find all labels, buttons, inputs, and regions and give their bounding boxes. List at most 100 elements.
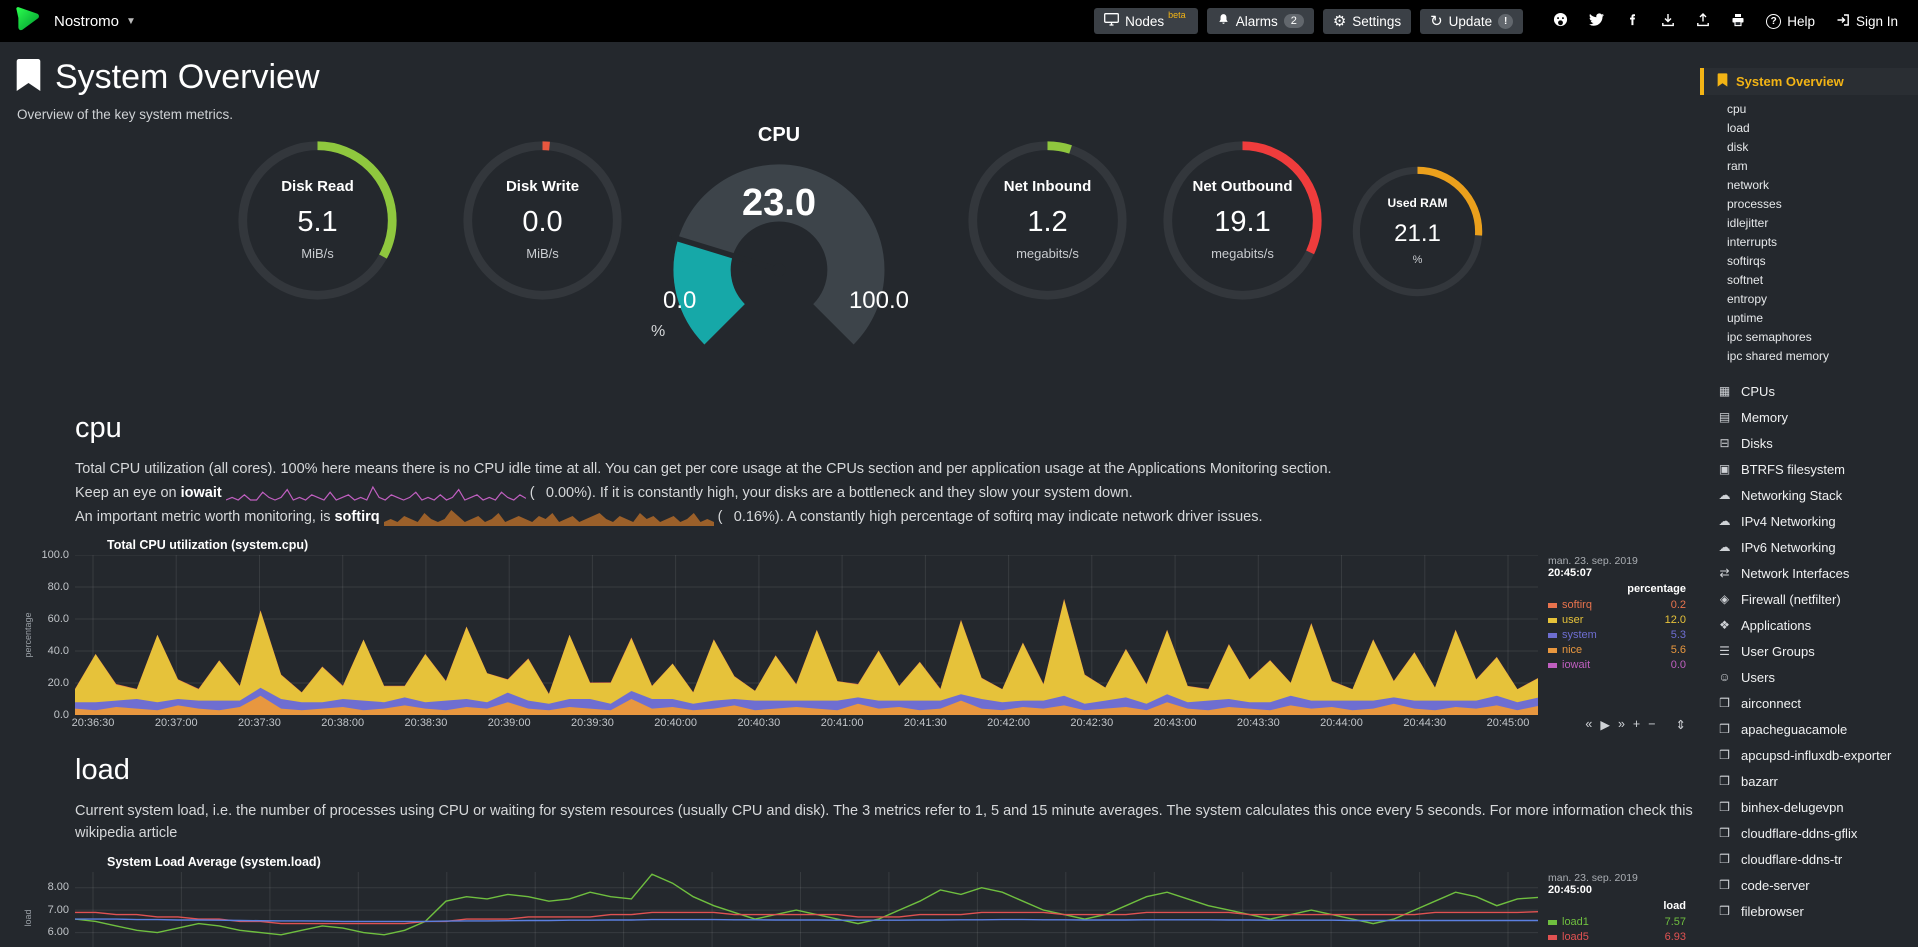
sidebar-subitem-softnet[interactable]: softnet	[1727, 273, 1764, 287]
import-button[interactable]	[1655, 9, 1681, 34]
sidebar-subitem-processes[interactable]: processes	[1727, 197, 1782, 211]
legend-series-name: load5	[1562, 930, 1589, 943]
legend-row-load5[interactable]: load5 6.93	[1548, 930, 1688, 945]
legend-row-user[interactable]: user 12.0	[1548, 613, 1688, 628]
sidebar-subitem-cpu[interactable]: cpu	[1727, 102, 1747, 116]
sidebar-item-user-groups[interactable]: ☰ User Groups	[1717, 638, 1918, 664]
github-button[interactable]	[1547, 8, 1574, 34]
help-button[interactable]: ? Help	[1760, 10, 1821, 33]
chart-pan-backward-button[interactable]: «	[1585, 717, 1593, 732]
legend-row-nice[interactable]: nice 5.6	[1548, 643, 1688, 658]
sidebar-subitem-ipc-shared-memory[interactable]: ipc shared memory	[1727, 349, 1830, 363]
sidebar-item-ipv4-networking[interactable]: ☁ IPv4 Networking	[1717, 508, 1918, 534]
sidebar-item-bazarr[interactable]: ❒ bazarr	[1717, 768, 1918, 794]
legend-row-load15[interactable]: load15 6.54	[1548, 945, 1688, 947]
sidebar-subitem-softirqs[interactable]: softirqs	[1727, 254, 1766, 268]
signin-icon	[1836, 13, 1850, 30]
sidebar-item-firewall-netfilter-[interactable]: ◈ Firewall (netfilter)	[1717, 586, 1918, 612]
legend-date: man. 23. sep. 2019	[1548, 871, 1638, 884]
gauges-row: Disk Read 5.1 MiB/s Disk Write 0.0 MiB/s…	[15, 124, 1700, 390]
x-tick-label: 20:42:00	[987, 717, 1030, 730]
sidebar-subitem-ipc-semaphores[interactable]: ipc semaphores	[1727, 330, 1812, 344]
chart-play-button[interactable]: ▶	[1600, 718, 1610, 733]
gauge-net-outbound[interactable]: Net Outbound 19.1 megabits/s	[1160, 138, 1325, 303]
sidebar-item-system-overview[interactable]: System Overview	[1700, 68, 1918, 95]
sidebar-subitem-network[interactable]: network	[1727, 178, 1770, 192]
softirq-sparkline[interactable]	[383, 507, 714, 527]
cpu-chart-title: Total CPU utilization (system.cpu)	[107, 538, 309, 553]
y-tick-label: 0.0	[53, 709, 69, 722]
sidebar-subitem-load[interactable]: load	[1727, 121, 1750, 135]
update-button[interactable]: ↻ Update !	[1420, 8, 1524, 34]
legend-row-softirq[interactable]: softirq 0.2	[1548, 598, 1688, 613]
netdata-logo[interactable]	[14, 5, 42, 38]
sidebar-item-network-interfaces[interactable]: ⇄ Network Interfaces	[1717, 560, 1918, 586]
x-tick-label: 20:40:30	[737, 717, 781, 730]
load-section-heading: load	[75, 754, 130, 787]
y-tick-label: 7.00	[47, 903, 69, 916]
softirq-description: An important metric worth monitoring, is…	[75, 507, 1700, 529]
sidebar-subitem-uptime[interactable]: uptime	[1727, 311, 1764, 325]
sidebar-item-code-server[interactable]: ❒ code-server	[1717, 872, 1918, 898]
update-alert-badge: !	[1498, 13, 1514, 29]
y-tick-label: 8.00	[47, 881, 69, 894]
box-icon: ❒	[1719, 773, 1730, 788]
legend-row-iowait[interactable]: iowait 0.0	[1548, 658, 1688, 673]
sidebar-item-memory[interactable]: ▤ Memory	[1717, 404, 1918, 430]
sidebar-subitem-idlejitter[interactable]: idlejitter	[1727, 216, 1769, 230]
load-chart-canvas[interactable]	[74, 871, 1539, 947]
sidebar-item-applications[interactable]: ❖ Applications	[1717, 612, 1918, 638]
x-tick-label: 20:39:30	[570, 717, 614, 730]
facebook-button[interactable]	[1619, 8, 1646, 34]
signin-button[interactable]: Sign In	[1830, 9, 1904, 34]
twitter-button[interactable]	[1583, 8, 1610, 34]
sidebar-subitem-interrupts[interactable]: interrupts	[1727, 235, 1778, 249]
gauge-disk-write[interactable]: Disk Write 0.0 MiB/s	[460, 138, 625, 303]
cpu-chart-canvas[interactable]	[75, 554, 1538, 716]
node-selector[interactable]: Nostromo ▼	[54, 13, 136, 30]
sidebar-subitem-ram[interactable]: ram	[1727, 159, 1748, 173]
sidebar-item-label: BTRFS filesystem	[1741, 461, 1846, 477]
sidebar-item-binhex-delugevpn[interactable]: ❒ binhex-delugevpn	[1717, 794, 1918, 820]
sidebar-subitem-disk[interactable]: disk	[1727, 140, 1749, 154]
sidebar-item-apcupsd-influxdb-exporter[interactable]: ❒ apcupsd-influxdb-exporter	[1717, 742, 1918, 768]
gauge-disk-read[interactable]: Disk Read 5.1 MiB/s	[235, 138, 400, 303]
gauge-used-ram[interactable]: Used RAM 21.1 %	[1350, 164, 1485, 299]
gauge-label: Net Outbound	[1192, 178, 1293, 195]
legend-series-value: 5.3	[1670, 629, 1686, 642]
sidebar-item-cloudflare-ddns-tr[interactable]: ❒ cloudflare-ddns-tr	[1717, 846, 1918, 872]
sidebar-item-btrfs-filesystem[interactable]: ▣ BTRFS filesystem	[1717, 456, 1918, 482]
cpu-icon: ▦	[1718, 383, 1731, 398]
gauge-net-inbound[interactable]: Net Inbound 1.2 megabits/s	[965, 138, 1130, 303]
legend-row-system[interactable]: system 5.3	[1548, 628, 1688, 643]
chart-pan-forward-button[interactable]: »	[1617, 717, 1625, 732]
nodes-button[interactable]: Nodes beta	[1094, 8, 1198, 34]
chart-zoom-out-button[interactable]: −	[1648, 717, 1656, 732]
legend-swatch	[1548, 618, 1557, 624]
sidebar-item-users[interactable]: ☺ Users	[1717, 664, 1918, 690]
chart-zoom-in-button[interactable]: +	[1632, 717, 1641, 732]
export-button[interactable]	[1690, 9, 1716, 34]
alarms-button[interactable]: Alarms 2	[1206, 8, 1314, 34]
gauge-cpu[interactable]: CPU 23.0 0.0 100.0 %	[633, 124, 925, 349]
load-chart-yticks: 5.006.007.008.00	[31, 872, 75, 947]
legend-series-name: user	[1562, 614, 1584, 627]
sidebar-item-cpus[interactable]: ▦ CPUs	[1717, 378, 1918, 404]
print-button[interactable]	[1725, 9, 1751, 34]
settings-button[interactable]: ⚙ Settings	[1322, 8, 1412, 34]
sidebar-item-cloudflare-ddns-gflix[interactable]: ❒ cloudflare-ddns-gflix	[1717, 820, 1918, 846]
help-icon: ?	[1766, 13, 1782, 29]
x-tick-label: 20:40:00	[654, 717, 698, 730]
chart-resize-handle[interactable]: ⇕	[1675, 718, 1686, 733]
sidebar-item-apacheguacamole[interactable]: ❒ apacheguacamole	[1717, 716, 1918, 742]
cpu-section-heading: cpu	[75, 412, 122, 444]
gauge-label: Net Inbound	[1003, 178, 1092, 195]
sidebar-item-ipv6-networking[interactable]: ☁ IPv6 Networking	[1717, 534, 1918, 560]
sidebar-item-disks[interactable]: ⊟ Disks	[1717, 430, 1918, 456]
sidebar-item-filebrowser[interactable]: ❒ filebrowser	[1717, 898, 1918, 924]
legend-row-load1[interactable]: load1 7.57	[1548, 915, 1688, 930]
sidebar-item-airconnect[interactable]: ❒ airconnect	[1717, 690, 1918, 716]
sidebar-subitem-entropy[interactable]: entropy	[1727, 292, 1768, 306]
iowait-sparkline[interactable]	[225, 484, 527, 502]
sidebar-item-networking-stack[interactable]: ☁ Networking Stack	[1717, 482, 1918, 508]
